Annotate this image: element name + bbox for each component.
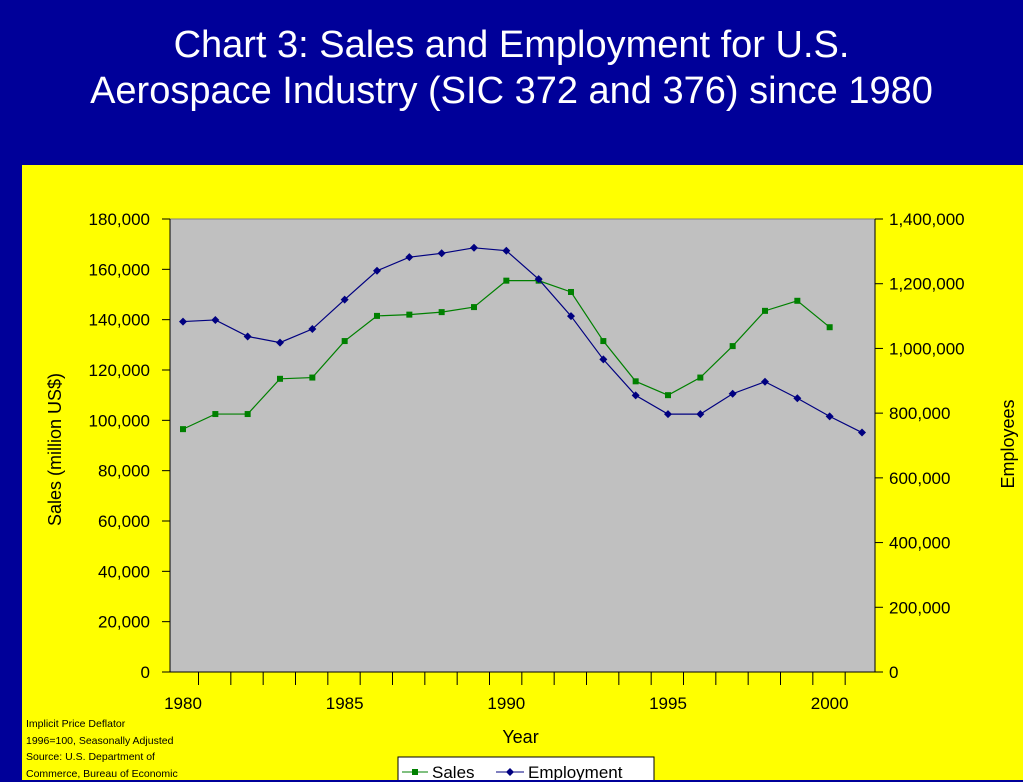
sales-point [245,411,251,417]
y2-tick-label: 800,000 [889,404,950,423]
sales-point [665,392,671,398]
y-tick-label: 120,000 [89,361,150,380]
y2-tick-label: 600,000 [889,469,950,488]
footnote-line-3: Source: U.S. Department of [26,749,226,766]
sales-point [697,375,703,381]
legend-sales-marker [412,769,418,775]
y2-tick-label: 1,200,000 [889,275,965,294]
x-axis-label: Year [502,727,538,747]
sales-point [180,426,186,432]
sales-point [730,343,736,349]
footnote-line-1: Implicit Price Deflator [26,716,226,733]
x-tick-label: 1995 [649,694,687,713]
y2-tick-label: 1,000,000 [889,339,965,358]
chart-title: Chart 3: Sales and Employment for U.S. A… [0,22,1023,114]
sales-point [342,338,348,344]
sales-point [633,378,639,384]
chart-panel: 0 20,000 40,000 60,000 80,000 100,000 120,000 1… [22,165,1023,780]
y-tick-label: 40,000 [98,562,150,581]
plot-area [170,219,875,672]
footnote-line-2: 1996=100, Seasonally Adjusted [26,733,226,750]
sales-point [309,375,315,381]
footnote: Implicit Price Deflator 1996=100, Season… [26,716,226,782]
chart-title-line-2: Aerospace Industry (SIC 372 and 376) sin… [0,68,1023,114]
y-tick-label: 180,000 [89,210,150,229]
sales-point [600,338,606,344]
y2-tick-label: 200,000 [889,598,950,617]
y2-tick-label: 0 [889,663,898,682]
legend-employment-label: Employment [528,763,623,780]
sales-point [374,313,380,319]
x-tick-label: 1990 [487,694,525,713]
legend: Sales Employment [398,757,654,780]
sales-employment-chart: 0 20,000 40,000 60,000 80,000 100,000 120,000 1… [22,165,1023,780]
sales-point [568,289,574,295]
y-axis-label: Sales (million US$) [45,373,65,526]
sales-point [794,298,800,304]
x-tick-label: 2000 [811,694,849,713]
y2-tick-label: 1,400,000 [889,210,965,229]
sales-point [503,278,509,284]
sales-point [471,304,477,310]
chart-title-line-1: Chart 3: Sales and Employment for U.S. [0,22,1023,68]
sales-point [439,309,445,315]
legend-sales-label: Sales [432,763,475,780]
y-tick-label: 100,000 [89,411,150,430]
y-tick-label: 20,000 [98,613,150,632]
y-tick-label: 80,000 [98,462,150,481]
y-tick-label: 140,000 [89,311,150,330]
y-tick-label: 60,000 [98,512,150,531]
y-tick-label: 160,000 [89,260,150,279]
y2-tick-label: 400,000 [889,534,950,553]
sales-point [406,312,412,318]
sales-point [212,411,218,417]
y2-axis-label: Employees [998,399,1018,488]
x-tick-label: 1985 [326,694,364,713]
sales-point [827,324,833,330]
sales-point [277,376,283,382]
x-tick-label: 1980 [164,694,202,713]
sales-point [762,308,768,314]
y-tick-label: 0 [141,663,150,682]
